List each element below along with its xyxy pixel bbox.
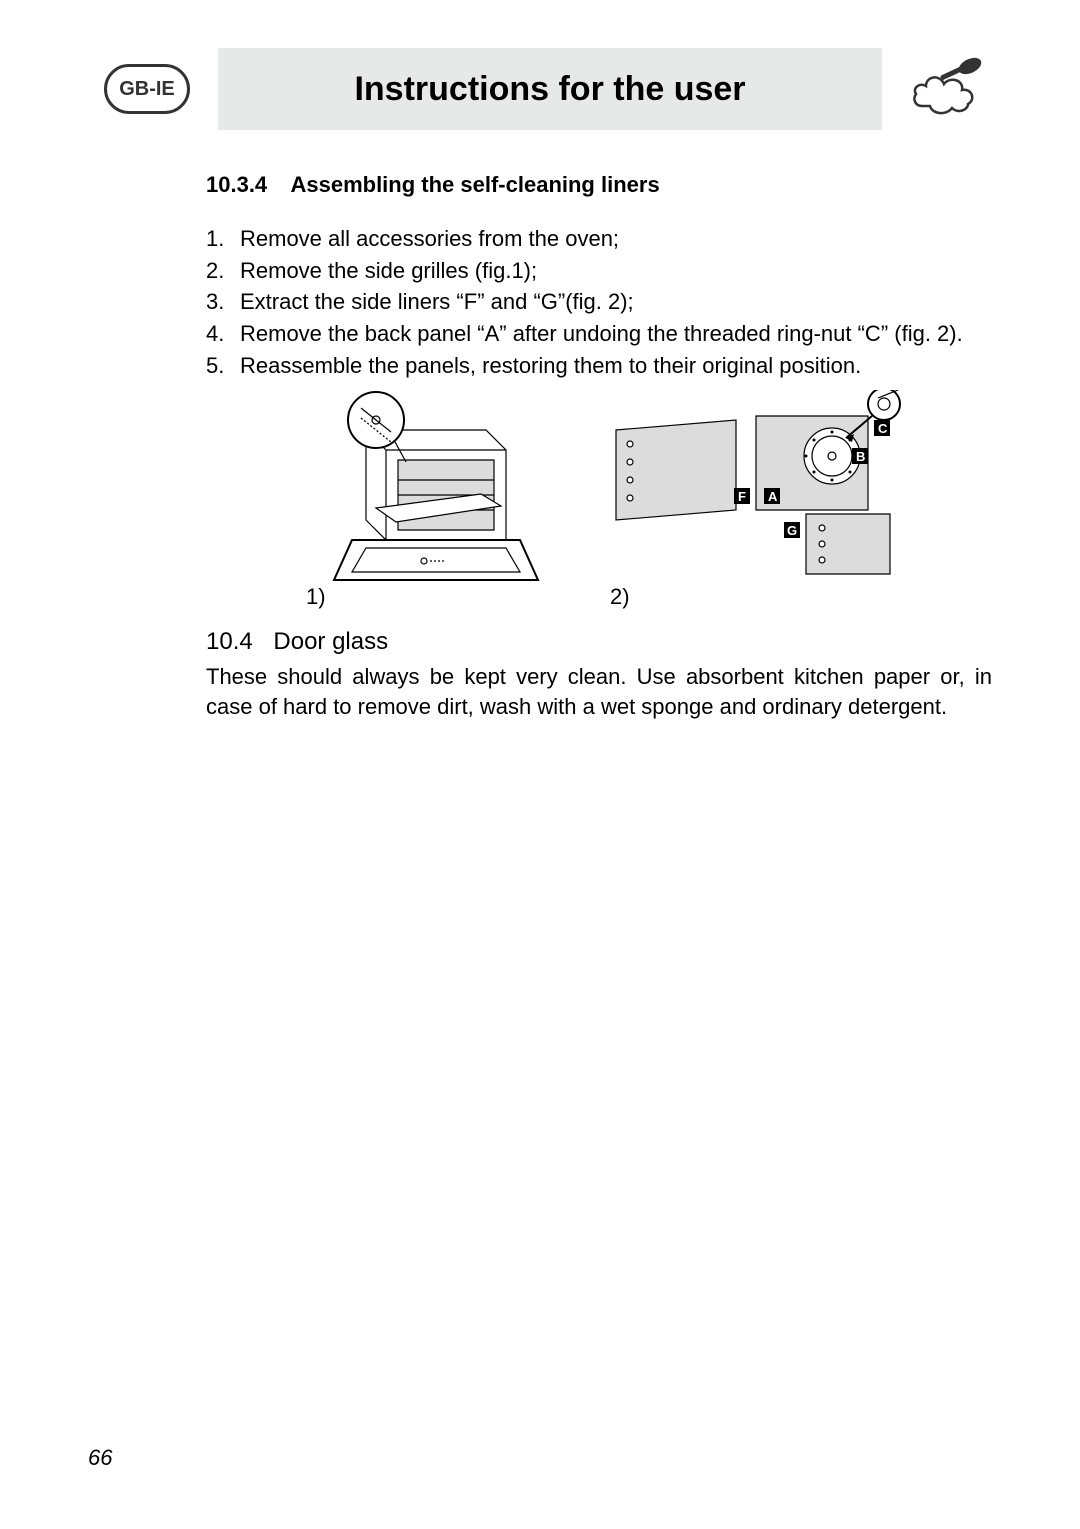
section-title: Door glass [273, 628, 388, 655]
steps-list: 1. Remove all accessories from the oven;… [206, 224, 992, 380]
callout-A: A [768, 489, 778, 504]
step-number: 5. [206, 351, 240, 381]
step-item: 1. Remove all accessories from the oven; [206, 224, 992, 254]
step-text: Remove the back panel “A” after undoing … [240, 319, 992, 349]
manual-page: GB-IE Instructions for the user 10.3.4 A… [0, 0, 1080, 1529]
callout-C: C [878, 421, 888, 436]
subsection-heading-10-3-4: 10.3.4 Assembling the self-cleaning line… [206, 172, 992, 198]
liner-panels-diagram-icon: C B F A G [606, 390, 906, 590]
section-10-4-body: These should always be kept very clean. … [206, 662, 992, 721]
language-badge: GB-IE [104, 64, 190, 114]
oven-diagram-icon [306, 390, 546, 590]
step-number: 1. [206, 224, 240, 254]
step-number: 2. [206, 256, 240, 286]
step-item: 4. Remove the back panel “A” after undoi… [206, 319, 992, 349]
step-item: 2. Remove the side grilles (fig.1); [206, 256, 992, 286]
figure-2: C B F A G 2) [606, 390, 906, 610]
spoon-cloud-icon [910, 48, 992, 130]
figure-1: 1) [306, 390, 546, 610]
figures-row: 1) [206, 390, 992, 610]
page-title: Instructions for the user [354, 70, 745, 109]
figure-1-label: 1) [306, 584, 326, 610]
step-number: 3. [206, 287, 240, 317]
header-row: GB-IE Instructions for the user [0, 48, 1080, 130]
section-heading-10-4: 10.4 Door glass [206, 628, 992, 656]
step-item: 3. Extract the side liners “F” and “G”(f… [206, 287, 992, 317]
step-text: Reassemble the panels, restoring them to… [240, 351, 992, 381]
step-text: Remove the side grilles (fig.1); [240, 256, 992, 286]
step-text: Remove all accessories from the oven; [240, 224, 992, 254]
step-number: 4. [206, 319, 240, 349]
badge-text: GB-IE [119, 78, 175, 101]
title-banner: Instructions for the user [218, 48, 882, 130]
subsection-number: 10.3.4 [206, 172, 267, 198]
step-text: Extract the side liners “F” and “G”(fig.… [240, 287, 992, 317]
content-area: 10.3.4 Assembling the self-cleaning line… [0, 130, 1080, 722]
figure-2-label: 2) [606, 584, 630, 610]
subsection-title: Assembling the self-cleaning liners [290, 172, 659, 197]
callout-B: B [856, 449, 865, 464]
step-item: 5. Reassemble the panels, restoring them… [206, 351, 992, 381]
section-number: 10.4 [206, 628, 253, 656]
page-number: 66 [88, 1445, 112, 1471]
callout-G: G [787, 523, 797, 538]
callout-F: F [738, 489, 746, 504]
